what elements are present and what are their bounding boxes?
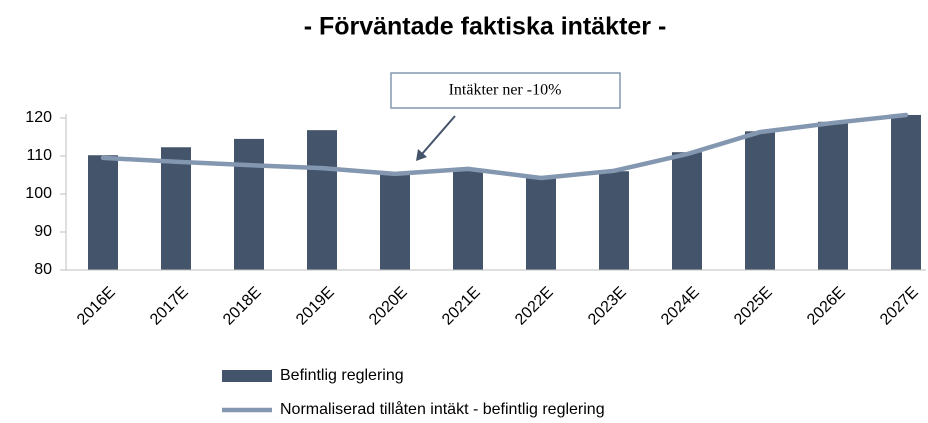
line (100, 112, 909, 181)
bar (161, 147, 191, 270)
bar (307, 130, 337, 270)
bar (745, 131, 775, 270)
y-tick-label: 120 (25, 109, 52, 126)
annotation-arrow (421, 115, 456, 155)
bar (599, 171, 629, 270)
x-tick-label: 2027E (877, 284, 922, 329)
bar (526, 176, 556, 270)
legend-label: Normaliserad tillåten intäkt - befintlig… (280, 400, 605, 418)
bar (818, 121, 848, 270)
x-tick-label: 2017E (147, 284, 192, 329)
x-tick-label: 2018E (220, 284, 265, 329)
x-tick-label: 2016E (74, 284, 119, 329)
y-tick-label: 100 (25, 185, 52, 202)
y-tick-label: 90 (34, 223, 52, 240)
bar (891, 114, 921, 271)
annotation-arrowhead (416, 149, 427, 161)
x-tick-label: 2023E (585, 284, 630, 329)
legend-label: Befintlig reglering (280, 367, 404, 384)
x-tick-label: 2021E (439, 284, 484, 329)
bar (234, 138, 264, 270)
y-tick-label: 80 (34, 261, 52, 278)
y-tick-label: 110 (26, 147, 52, 164)
bar (453, 170, 483, 270)
bar (672, 152, 702, 270)
legend-swatch (222, 370, 272, 382)
x-tick-label: 2022E (512, 284, 557, 329)
annotation-box (390, 72, 621, 109)
x-tick-label: 2026E (804, 284, 849, 329)
x-tick-label: 2020E (366, 284, 411, 329)
x-tick-label: 2019E (293, 284, 338, 329)
chart-title: - Förväntade faktiska intäkter - (304, 13, 667, 41)
bar (88, 155, 118, 270)
x-tick-label: 2024E (658, 284, 703, 329)
annotation: Intäkter ner -10% (449, 82, 562, 99)
x-tick-label: 2025E (731, 284, 776, 329)
bar (380, 173, 410, 270)
